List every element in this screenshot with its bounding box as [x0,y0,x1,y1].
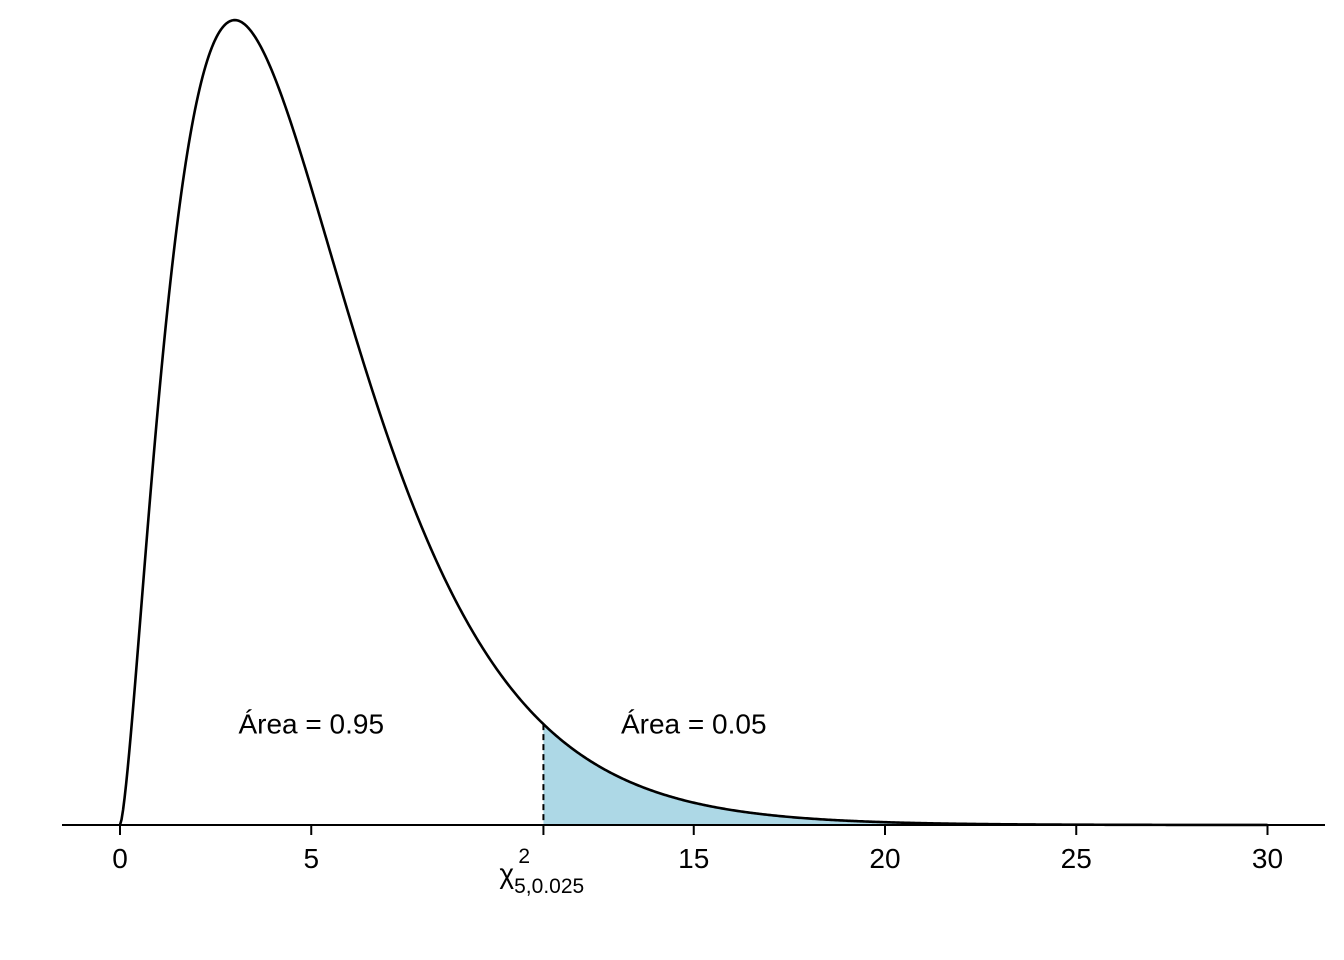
x-tick-label: 25 [1061,843,1092,874]
density-curve-layer [118,18,1268,827]
critical-value-label: χ5,0.025 [499,858,584,898]
critical-label-subscript: 5,0.025 [514,875,584,898]
area-annotation: Área = 0.95 [238,709,384,740]
shaded-region-layer [543,724,1268,825]
x-tick-label: 5 [303,843,319,874]
critical-label-superscript: 2 [518,845,530,868]
x-tick-label: 15 [678,843,709,874]
upper-tail-shaded-area [543,724,1268,825]
annotations: Área = 0.95 Área = 0.05 [238,709,766,740]
area-annotation: Área = 0.05 [621,709,767,740]
density-curve [118,18,1268,827]
x-tick-label: 20 [869,843,900,874]
critical-label-base: χ [499,858,514,889]
x-tick-label: 30 [1252,843,1283,874]
x-axis-ticks: 0 5 15 20 25 30 [112,825,1283,874]
x-tick-label: 0 [112,843,128,874]
